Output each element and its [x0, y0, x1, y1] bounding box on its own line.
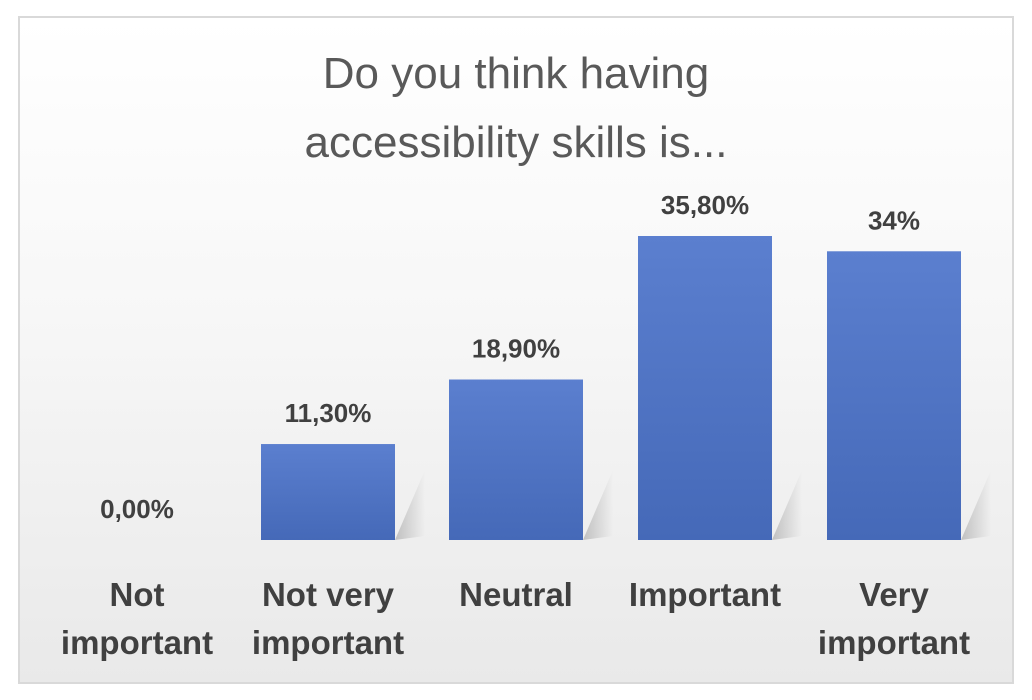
data-label: 35,80%	[661, 190, 749, 220]
category-label: Very	[859, 576, 929, 613]
category-label: Important	[629, 576, 781, 613]
data-label: 0,00%	[100, 494, 174, 524]
category-labels: Not important Not very important Neutral Impo…	[61, 576, 970, 661]
bar-shadow	[583, 470, 613, 540]
bar	[449, 379, 583, 540]
category-label: important	[252, 624, 404, 661]
chart-title-line-2: accessibility skills is...	[305, 118, 728, 167]
bar	[827, 251, 961, 540]
data-label: 34%	[868, 205, 920, 235]
data-label: 11,30%	[285, 398, 372, 428]
bar	[261, 444, 395, 540]
chart-title: Do you think having accessibility skills…	[305, 49, 728, 167]
bar-shadow	[772, 470, 802, 540]
bars	[261, 236, 961, 540]
data-label: 18,90%	[472, 334, 560, 364]
bar	[638, 236, 772, 540]
chart-title-line-1: Do you think having	[323, 49, 709, 98]
bar-shadow	[395, 470, 425, 540]
bar-shadow	[961, 470, 991, 540]
category-label: Neutral	[459, 576, 573, 613]
category-label: important	[818, 624, 970, 661]
category-label: Not	[110, 576, 165, 613]
data-labels: 0,00% 11,30% 18,90% 35,80% 34%	[100, 190, 920, 524]
category-label: important	[61, 624, 213, 661]
category-label: Not very	[262, 576, 395, 613]
bar-shadows	[395, 470, 991, 540]
